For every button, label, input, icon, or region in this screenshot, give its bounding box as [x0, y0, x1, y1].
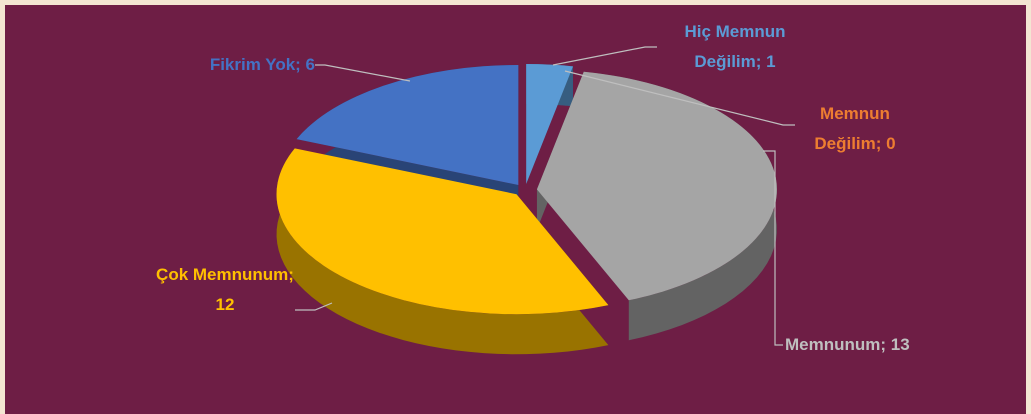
data-label: Çok Memnunum; 12 — [156, 265, 294, 314]
pie-area — [276, 46, 795, 355]
slice-side — [276, 148, 609, 355]
slice — [276, 148, 609, 315]
data-label: Memnunum; 13 — [785, 335, 910, 354]
leader-line — [763, 150, 783, 346]
slice — [296, 65, 519, 186]
leader-line — [295, 302, 333, 311]
slice — [536, 71, 777, 301]
leader-line — [315, 64, 411, 82]
pie-tops — [276, 64, 777, 315]
data-label: Hiç Memnun Değilim; 1 — [684, 22, 786, 71]
leader-line — [552, 46, 657, 66]
slice — [526, 64, 573, 185]
data-label: Fikrim Yok; 6 — [209, 55, 315, 74]
leader-line — [564, 70, 795, 126]
data-label: Memnun Değilim; 0 — [814, 104, 896, 153]
